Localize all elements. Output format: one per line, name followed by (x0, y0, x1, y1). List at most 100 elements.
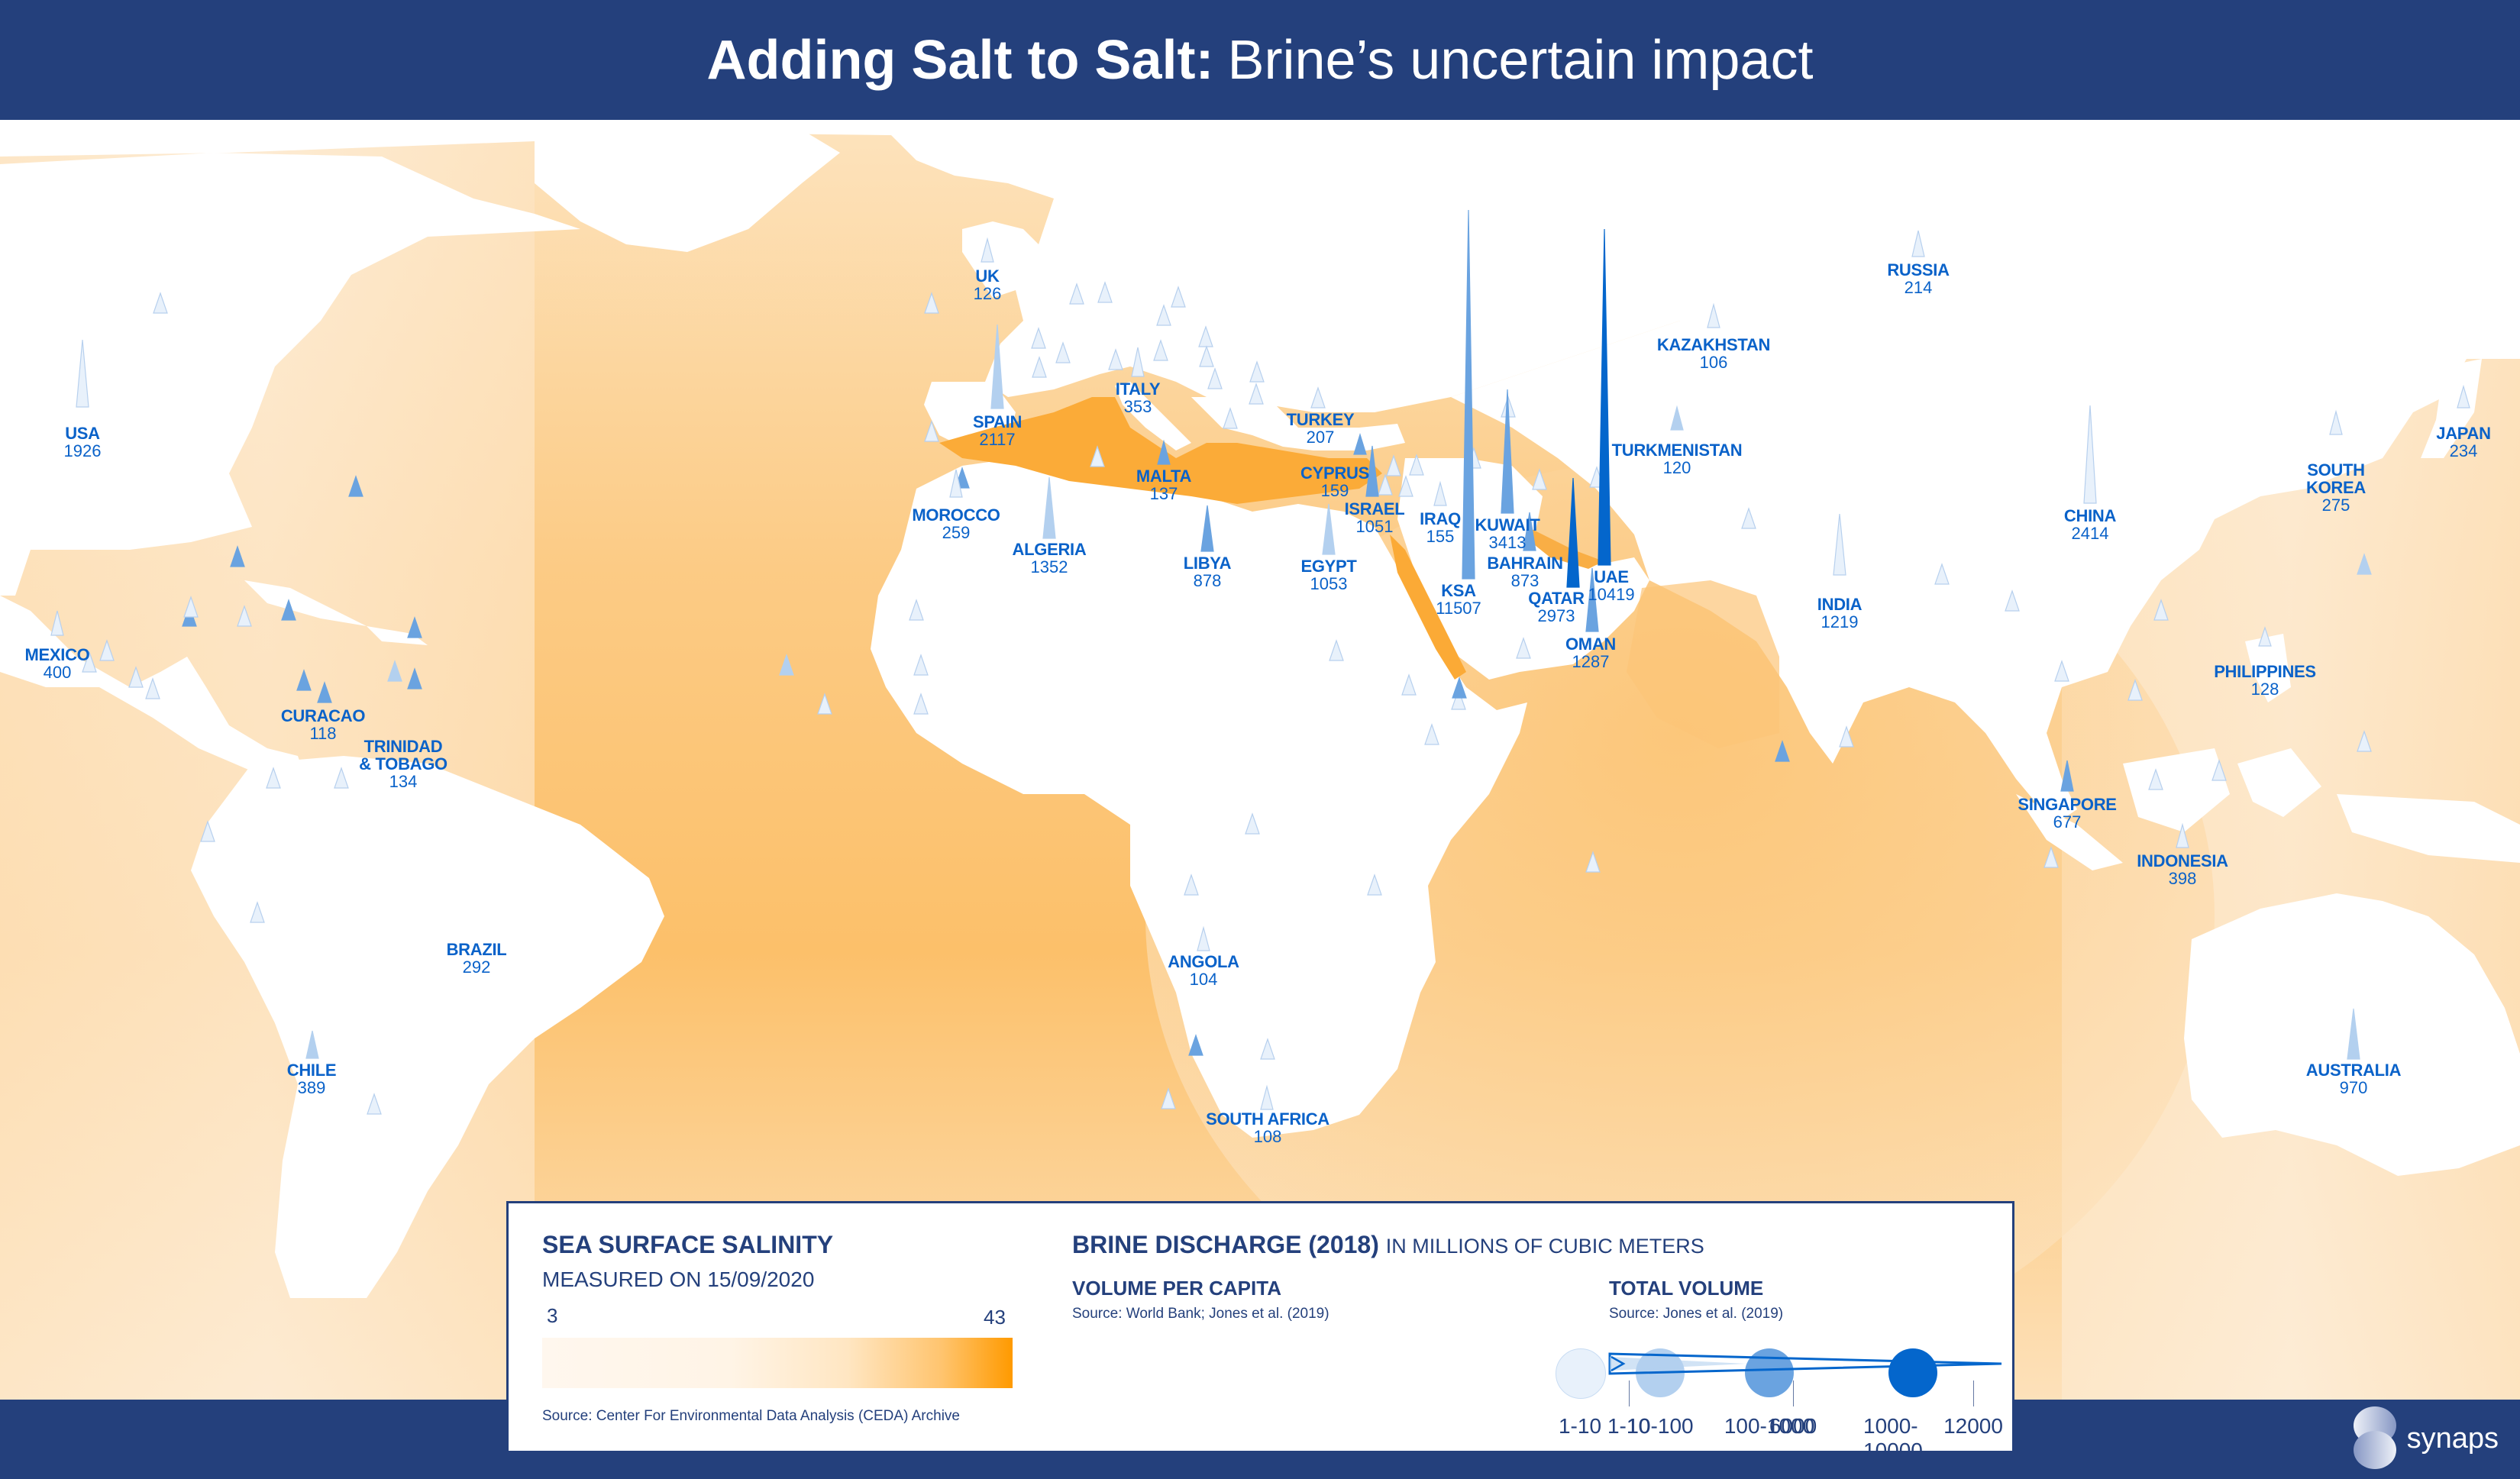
country-name: MOROCCO (912, 505, 1000, 525)
brine-marker-icon (817, 693, 832, 715)
brine-marker-icon (1161, 1087, 1176, 1109)
country-label: AUSTRALIA 970 (2306, 1061, 2402, 1096)
total-volume-source: Source: Jones et al. (2019) (1609, 1306, 1784, 1322)
country-name: SOUTH AFRICA (1206, 1109, 1329, 1129)
country-label: ISRAEL 1051 (1345, 500, 1405, 535)
brine-marker-icon (1365, 445, 1379, 497)
brine-marker-icon (1452, 677, 1467, 699)
brine-marker-icon (99, 639, 115, 661)
per-capita-swatch-icon (1556, 1348, 1606, 1399)
brand-name: synaps (2406, 1422, 2499, 1455)
brine-marker-icon (145, 677, 160, 699)
country-label: KUWAIT 3413 (1475, 516, 1540, 551)
country-value: 155 (1426, 527, 1455, 547)
country-value: 137 (1149, 484, 1178, 504)
country-name: MEXICO (24, 645, 90, 664)
country-label: LIBYA 878 (1183, 554, 1232, 591)
brine-marker-icon (1131, 347, 1145, 377)
country-name: ALGERIA (1012, 540, 1087, 559)
salinity-min: 3 (547, 1304, 558, 1327)
brine-marker-icon (1462, 209, 1475, 580)
brine-marker-icon (2043, 846, 2059, 868)
per-capita-label: 100-1000 (1724, 1414, 1815, 1438)
brine-marker-icon (924, 420, 939, 442)
brine-marker-icon (1260, 1038, 1275, 1060)
country-label: KAZAKHSTAN 106 (1657, 336, 1770, 371)
tick-min (1629, 1381, 1630, 1406)
brine-marker-icon (1223, 407, 1238, 429)
country-label: KSA 11507 (1436, 582, 1481, 617)
brine-marker-icon (183, 596, 199, 618)
country-label: TURKMENISTAN 120 (1612, 441, 1743, 476)
country-label: BAHRAIN 873 (1487, 554, 1563, 591)
brine-marker-icon (407, 616, 422, 638)
brine-marker-icon (1207, 367, 1223, 389)
brine-marker-icon (1310, 386, 1326, 409)
brine-marker-icon (1108, 348, 1123, 370)
brine-title-text: BRINE DISCHARGE (2018) (1072, 1231, 1379, 1258)
country-value: 400 (43, 663, 72, 683)
country-value: 259 (942, 523, 971, 543)
brine-marker-icon (1055, 341, 1071, 363)
brine-marker-icon (1322, 503, 1336, 555)
brine-marker-icon (1451, 688, 1466, 710)
country-label: SINGAPORE 677 (2018, 796, 2117, 831)
country-value: 128 (2250, 680, 2279, 699)
brine-marker-icon (1197, 925, 1210, 951)
brine-marker-icon (913, 693, 929, 715)
brine-marker-icon (305, 1030, 319, 1059)
country-label: PHILIPPINES 128 (2214, 663, 2316, 698)
country-label: CHINA 2414 (2064, 507, 2116, 542)
brine-marker-icon (1532, 468, 1547, 490)
legend-panel: SEA SURFACE SALINITY MEASURED ON 15/09/2… (506, 1201, 2014, 1462)
brine-marker-icon (1171, 286, 1186, 308)
country-label: SPAIN 2117 (973, 413, 1022, 448)
country-label: MEXICO 400 (25, 646, 90, 681)
brine-marker-icon (1367, 874, 1382, 896)
brine-marker-icon (1329, 639, 1344, 661)
country-label: UAE 10419 (1588, 568, 1634, 603)
country-value: 207 (1306, 428, 1335, 447)
country-value: 2973 (1537, 606, 1575, 626)
brine-marker-icon (1516, 637, 1531, 659)
brine-marker-icon (909, 599, 924, 621)
brine-marker-icon (1398, 475, 1413, 497)
salinity-max: 43 (984, 1306, 1006, 1329)
country-label: OMAN 1287 (1565, 635, 1616, 670)
country-value: 2414 (2071, 524, 2109, 544)
brine-marker-icon (2357, 730, 2372, 752)
country-label: SOUTH AFRICA 108 (1206, 1110, 1329, 1145)
country-name: TURKEY (1286, 410, 1355, 429)
country-value: 275 (2321, 496, 2350, 515)
country-name: USA (65, 424, 100, 443)
brine-marker-icon (1353, 432, 1367, 455)
country-value: 1287 (1572, 652, 1610, 672)
brine-marker-icon (296, 669, 312, 691)
brine-marker-icon (2357, 553, 2372, 575)
country-name: TRINIDAD & TOBAGO (359, 737, 447, 774)
country-name: ANGOLA (1168, 952, 1239, 971)
country-value: 159 (1320, 481, 1349, 501)
country-value: 126 (973, 284, 1002, 304)
country-value: 873 (1510, 571, 1539, 591)
country-name: CHILE (286, 1061, 337, 1080)
country-label: USA 1926 (64, 425, 102, 460)
brine-marker-icon (949, 469, 963, 498)
country-label: BRAZIL 292 (447, 941, 507, 976)
brine-marker-icon (1775, 740, 1790, 762)
country-value: 878 (1193, 571, 1222, 591)
brine-marker-icon (237, 605, 252, 627)
brine-marker-icon (1378, 473, 1393, 496)
brine-marker-icon (1585, 851, 1601, 873)
country-name: LIBYA (1183, 554, 1232, 573)
brine-marker-icon (1566, 477, 1580, 588)
country-label: ANGOLA 104 (1168, 953, 1239, 988)
country-value: 1053 (1310, 574, 1348, 594)
total-volume-scale-icon (1608, 1352, 2002, 1375)
country-name: CURACAO (280, 706, 366, 725)
brine-marker-icon (1042, 476, 1056, 539)
country-label: INDONESIA 398 (2137, 852, 2228, 887)
brine-marker-icon (153, 292, 168, 314)
country-value: 353 (1123, 397, 1152, 417)
brine-marker-icon (2005, 589, 2020, 612)
